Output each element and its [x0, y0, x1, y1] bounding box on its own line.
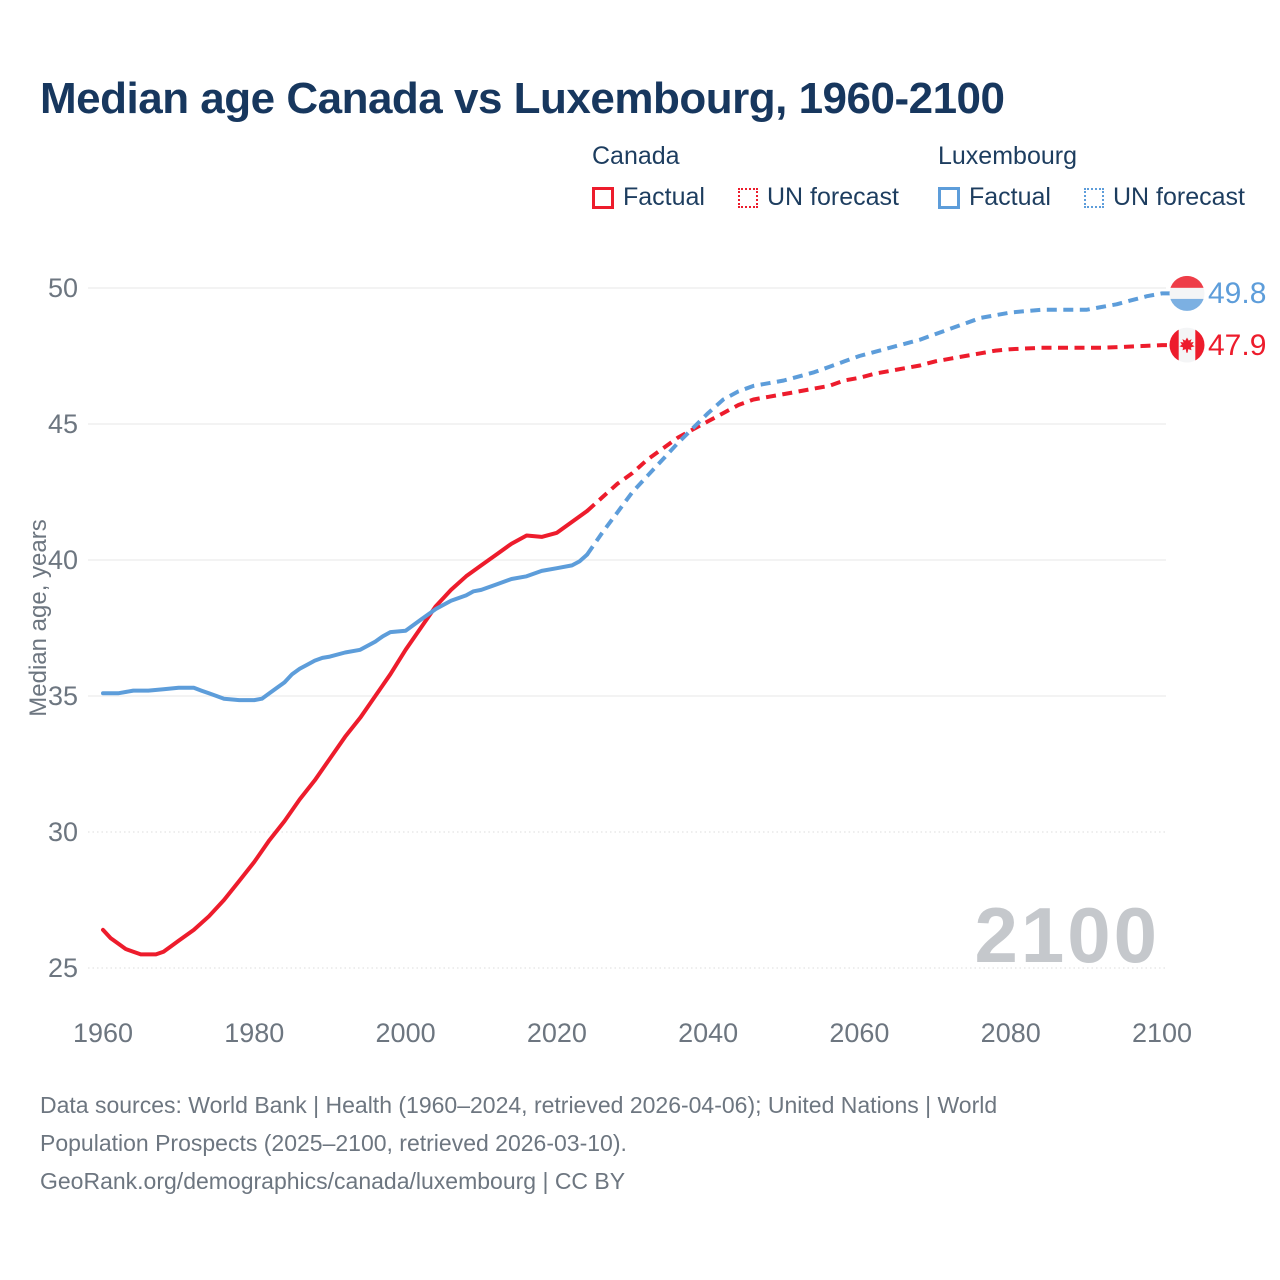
luxembourg-end-value: 49.8 — [1208, 277, 1266, 310]
luxembourg-factual-swatch — [938, 186, 960, 209]
y-axis-title: Median age, years — [25, 519, 52, 716]
x-tick-label-2080: 2080 — [981, 1018, 1041, 1048]
series-luxembourg-un-forecast — [585, 291, 1171, 556]
series-layer — [101, 291, 1171, 957]
legend-luxembourg-title: Luxembourg — [938, 142, 1077, 170]
y-tick-label-40: 40 — [48, 545, 78, 575]
luxembourg-forecast-swatch — [1083, 187, 1104, 208]
footer: Data sources: World Bank | Health (1960–… — [40, 1086, 997, 1200]
watermark-year: 2100 — [974, 891, 1160, 979]
luxembourg-forecast-label: UN forecast — [1112, 183, 1245, 211]
luxembourg-factual-label: Factual — [969, 183, 1051, 211]
y-tick-label-30: 30 — [48, 817, 78, 847]
footer-line-2: Population Prospects (2025–2100, retriev… — [40, 1130, 627, 1156]
canada-end-value: 47.9 — [1208, 329, 1266, 362]
series-canada-factual — [101, 509, 590, 957]
x-tick-label-1980: 1980 — [224, 1018, 284, 1048]
x-tick-label-2060: 2060 — [829, 1018, 889, 1048]
series-luxembourg-factual — [101, 552, 590, 703]
luxembourg-flag-icon — [1169, 275, 1205, 311]
canada-factual-swatch — [592, 186, 614, 209]
x-tick-label-2020: 2020 — [527, 1018, 587, 1048]
legend-group-canada: Canada Factual UN forecast — [592, 142, 899, 212]
series-canada-un-forecast — [585, 343, 1171, 513]
footer-line-1: Data sources: World Bank | Health (1960–… — [40, 1092, 998, 1118]
x-tick-label-2100: 2100 — [1132, 1018, 1192, 1048]
x-tick-label-2040: 2040 — [678, 1018, 738, 1048]
y-tick-label-25: 25 — [48, 953, 78, 983]
legend-group-luxembourg: Luxembourg Factual UN forecast — [938, 142, 1245, 212]
x-tick-label-1960: 1960 — [73, 1018, 133, 1048]
canada-flag-icon — [1169, 327, 1205, 363]
canada-factual-label: Factual — [623, 183, 705, 211]
maple-leaf-icon — [1179, 337, 1195, 353]
footer-line-3: GeoRank.org/demographics/canada/luxembou… — [40, 1168, 626, 1194]
y-tick-label-35: 35 — [48, 681, 78, 711]
legend-canada-title: Canada — [592, 142, 680, 170]
canada-forecast-swatch — [737, 187, 758, 208]
y-tick-label-45: 45 — [48, 409, 78, 439]
canada-forecast-label: UN forecast — [766, 183, 899, 211]
page-title: Median age Canada vs Luxembourg, 1960-21… — [40, 74, 1005, 123]
x-tick-label-2000: 2000 — [376, 1018, 436, 1048]
axis-layer: 50 45 40 35 30 25 1960 1980 2000 2020 2040 2060 2080… — [25, 273, 1192, 1048]
y-tick-label-50: 50 — [48, 273, 78, 303]
